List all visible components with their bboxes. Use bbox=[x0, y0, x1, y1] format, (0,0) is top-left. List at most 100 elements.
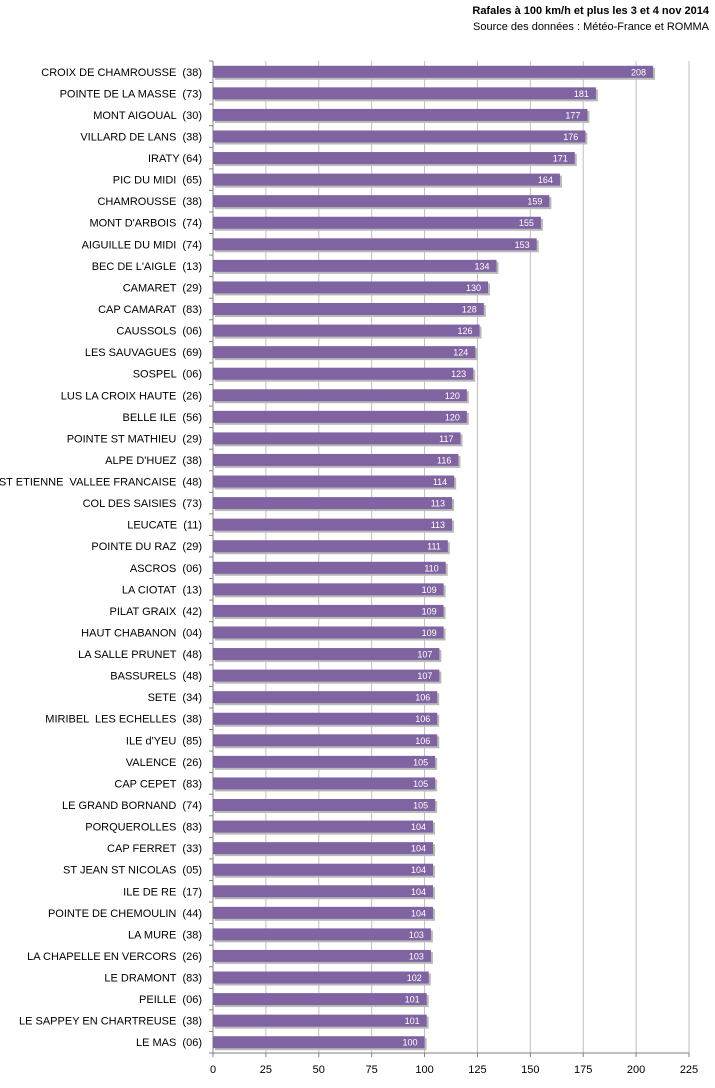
bar bbox=[213, 799, 436, 811]
bar-value-label: 100 bbox=[403, 1038, 418, 1048]
bar-value-label: 114 bbox=[433, 477, 447, 487]
x-tick-label: 0 bbox=[210, 1064, 216, 1076]
bar bbox=[213, 949, 431, 962]
category-label: CHAMROUSSE (38) bbox=[97, 196, 202, 208]
chart-title: Rafales à 100 km/h et plus les 3 et 4 no… bbox=[472, 5, 709, 17]
category-label: PEILLE (06) bbox=[139, 994, 202, 1006]
bar-value-label: 134 bbox=[474, 261, 489, 271]
bar bbox=[213, 518, 453, 531]
bar-value-label: 103 bbox=[409, 951, 424, 961]
bar-value-label: 105 bbox=[413, 779, 428, 789]
category-label: POINTE DU RAZ (29) bbox=[91, 541, 202, 553]
bar-value-label: 107 bbox=[417, 650, 432, 660]
bar bbox=[213, 108, 588, 121]
category-label: PILAT GRAIX (42) bbox=[109, 606, 202, 618]
category-label: MONT AIGOUAL (30) bbox=[93, 110, 202, 122]
category-label: VALENCE (26) bbox=[126, 757, 202, 769]
bar-value-label: 104 bbox=[411, 844, 426, 854]
bar bbox=[213, 87, 596, 100]
bar-value-label: 103 bbox=[409, 930, 424, 940]
bar-value-label: 107 bbox=[417, 671, 432, 681]
bar bbox=[213, 712, 438, 725]
bar bbox=[213, 993, 427, 1006]
bar bbox=[213, 842, 434, 855]
category-label: CAP FERRET (33) bbox=[107, 843, 202, 855]
category-label: BEC DE L'AIGLE (13) bbox=[92, 261, 202, 273]
category-label: LE GRAND BORNAND (74) bbox=[62, 800, 202, 812]
category-label: BELLE ILE (56) bbox=[123, 412, 203, 424]
bar-value-label: 111 bbox=[427, 542, 441, 552]
bar bbox=[213, 367, 474, 380]
category-label: LA CIOTAT (13) bbox=[122, 584, 202, 596]
bar bbox=[213, 540, 448, 553]
bar bbox=[213, 691, 438, 704]
bar bbox=[213, 152, 575, 165]
gridlines bbox=[265, 61, 690, 1053]
bar bbox=[213, 906, 434, 919]
category-labels: CROIX DE CHAMROUSSE (38) POINTE DE LA MAS… bbox=[0, 67, 202, 1049]
x-tick-label: 75 bbox=[366, 1064, 378, 1076]
x-tick-label: 25 bbox=[260, 1064, 272, 1076]
bar-value-label: 105 bbox=[413, 757, 428, 767]
category-label: ALPE D'HUEZ (38) bbox=[105, 455, 202, 467]
x-tick-label: 150 bbox=[521, 1064, 539, 1076]
bar-value-label: 104 bbox=[411, 822, 426, 832]
category-label: LA CHAPELLE EN VERCORS (26) bbox=[27, 951, 202, 963]
category-label: LA SALLE PRUNET (48) bbox=[78, 649, 202, 661]
bar-value-label: 126 bbox=[458, 326, 473, 336]
bar bbox=[213, 863, 434, 876]
bar-value-label: 120 bbox=[445, 412, 460, 422]
category-label: COL DES SAISIES (73) bbox=[83, 498, 202, 510]
bar bbox=[213, 583, 444, 596]
bar-value-label: 124 bbox=[453, 348, 468, 358]
bar bbox=[213, 669, 440, 682]
category-label: PIC DU MIDI (65) bbox=[113, 175, 202, 187]
bar-value-label: 101 bbox=[405, 995, 420, 1005]
bar-value-label: 176 bbox=[563, 132, 578, 142]
bar bbox=[213, 755, 436, 768]
category-label: MONT D'ARBOIS (74) bbox=[89, 218, 202, 230]
category-label: ST JEAN ST NICOLAS (05) bbox=[63, 865, 202, 877]
bar-value-label: 104 bbox=[411, 865, 426, 875]
x-tick-label: 50 bbox=[313, 1064, 325, 1076]
bar bbox=[213, 928, 431, 941]
bar bbox=[213, 777, 436, 790]
bar bbox=[213, 281, 489, 294]
bar bbox=[213, 410, 467, 423]
bar-value-label: 104 bbox=[411, 908, 426, 918]
bar-value-label: 130 bbox=[466, 283, 481, 293]
bar bbox=[213, 432, 461, 445]
bar-value-label: 123 bbox=[451, 369, 466, 379]
category-label: SOSPEL (06) bbox=[133, 369, 202, 381]
bar bbox=[213, 820, 434, 833]
bar-value-label: 181 bbox=[574, 89, 589, 99]
x-tick-labels: 0 25 50 75 100 125 150 175 200 225 bbox=[210, 1064, 698, 1076]
category-label: MIRIBEL LES ECHELLES (38) bbox=[45, 714, 202, 726]
bar-value-label: 120 bbox=[445, 391, 460, 401]
bar-value-label: 128 bbox=[462, 305, 477, 315]
bar-value-label: 110 bbox=[424, 563, 438, 573]
x-tick-label: 225 bbox=[680, 1064, 698, 1076]
bar-value-label: 153 bbox=[515, 240, 530, 250]
category-label: BASSURELS (48) bbox=[110, 671, 202, 683]
bar-value-label: 177 bbox=[565, 110, 580, 120]
category-label: CAUSSOLS (06) bbox=[116, 326, 202, 338]
bar bbox=[213, 324, 480, 337]
category-label: POINTE DE LA MASSE (73) bbox=[60, 88, 202, 100]
bar-value-label: 116 bbox=[437, 455, 451, 465]
bar bbox=[213, 497, 453, 510]
category-label: POINTE ST MATHIEU (29) bbox=[67, 433, 202, 445]
bar-value-label: 109 bbox=[422, 628, 437, 638]
category-label: ILE DE RE (17) bbox=[123, 886, 202, 898]
category-label: SETE (34) bbox=[148, 692, 202, 704]
bar bbox=[213, 604, 444, 617]
bar-value-label: 106 bbox=[415, 714, 430, 724]
bar-value-label: 109 bbox=[422, 585, 437, 595]
category-label: LE MAS (06) bbox=[136, 1037, 202, 1049]
bar-value-label: 106 bbox=[415, 693, 430, 703]
bar bbox=[213, 65, 654, 78]
category-label: ILE d'YEU (85) bbox=[126, 735, 202, 747]
bar bbox=[213, 173, 560, 186]
category-label: ASCROS (06) bbox=[130, 563, 202, 575]
bar-value-label: 101 bbox=[405, 1016, 420, 1026]
